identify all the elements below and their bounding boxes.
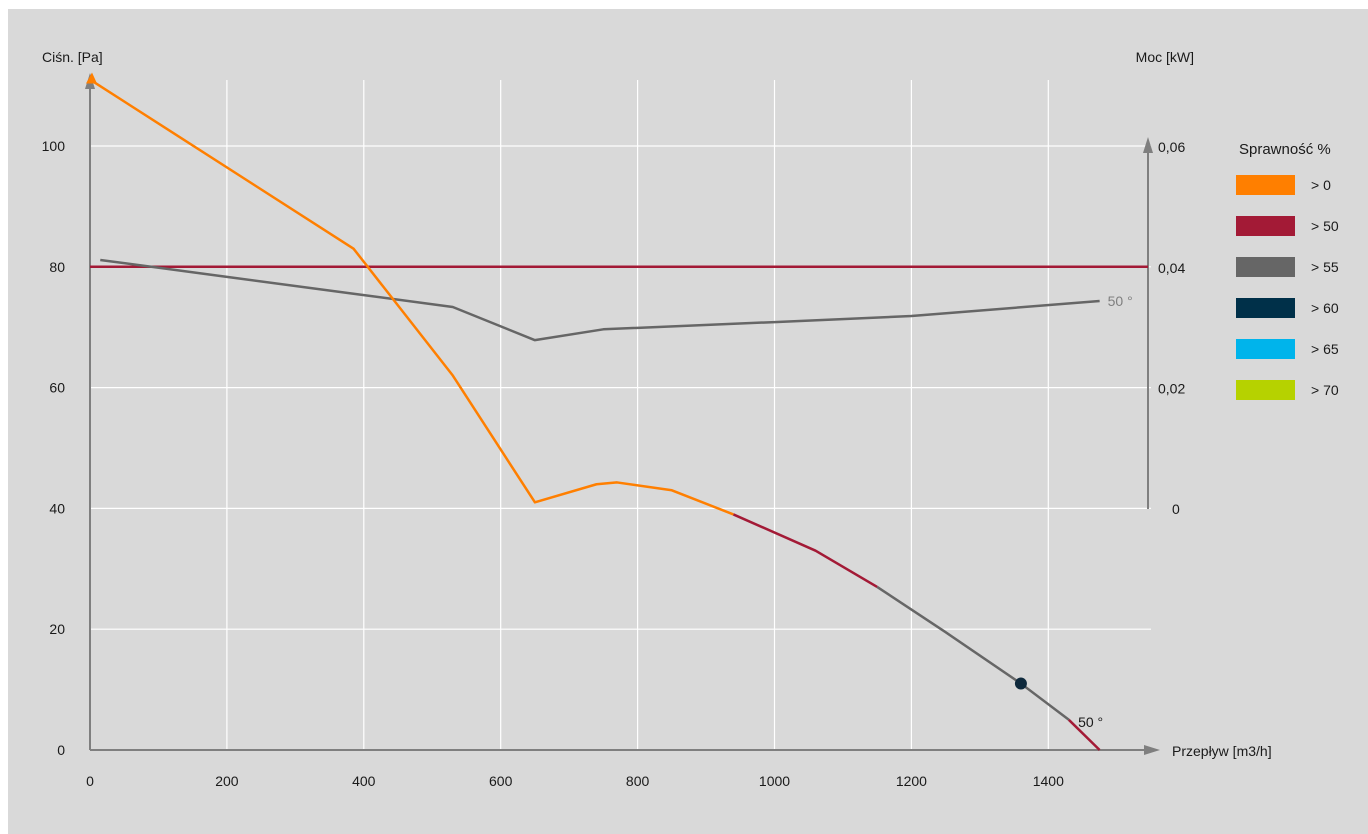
legend-label: > 65 <box>1311 341 1339 357</box>
pressure-curve-segment <box>89 78 734 516</box>
y-right-tick-label: 0 <box>1172 501 1180 517</box>
legend-swatch <box>1236 175 1295 195</box>
y-right-tick-label: 0,04 <box>1158 260 1185 276</box>
x-axis-arrow <box>1144 745 1160 755</box>
power-curve-line <box>100 258 1100 342</box>
y-axis-right-arrow <box>1143 137 1153 153</box>
legend-label: > 70 <box>1311 382 1339 398</box>
x-tick-label: 200 <box>215 773 239 789</box>
x-tick-label: 400 <box>352 773 376 789</box>
y-left-tick-label: 60 <box>49 380 65 396</box>
legend-label: > 50 <box>1311 218 1339 234</box>
y-right-tick-label: 0,06 <box>1158 139 1185 155</box>
x-axis-title: Przepływ [m3/h] <box>1172 743 1272 759</box>
y-left-tick-label: 0 <box>57 742 65 758</box>
x-tick-label: 1400 <box>1033 773 1064 789</box>
legend-swatch <box>1236 380 1295 400</box>
y-right-axis-title: Moc [kW] <box>1136 49 1194 65</box>
y-left-tick-label: 100 <box>42 138 66 154</box>
pressure-curve-segment <box>732 513 878 588</box>
legend-swatch <box>1236 216 1295 236</box>
x-tick-label: 600 <box>489 773 513 789</box>
legend-title: Sprawność % <box>1239 141 1331 158</box>
legend-label: > 0 <box>1311 177 1331 193</box>
legend-label: > 55 <box>1311 259 1339 275</box>
legend-swatch <box>1236 257 1295 277</box>
x-tick-label: 800 <box>626 773 650 789</box>
legend-swatch <box>1236 298 1295 318</box>
y-right-tick-label: 0,02 <box>1158 380 1185 396</box>
fan-performance-chart: 0 200 400 600 800 1000 1200 140002040608010000,… <box>42 49 1339 789</box>
chart-panel: 0 200 400 600 800 1000 1200 1400 0 20 40 60 80 100 0 0,… <box>8 9 1368 834</box>
x-tick-label: 1000 <box>759 773 790 789</box>
legend-swatch <box>1236 339 1295 359</box>
pressure-curve-label: 50 ° <box>1078 714 1103 730</box>
pressure-start-marker <box>86 72 97 84</box>
pressure-curve-segment <box>1067 718 1101 751</box>
power-curve-label: 50 ° <box>1108 293 1133 309</box>
y-left-tick-label: 40 <box>49 500 65 516</box>
x-tick-label: 0 <box>86 773 94 789</box>
legend-label: > 60 <box>1311 300 1339 316</box>
y-left-tick-label: 20 <box>49 621 65 637</box>
pressure-curve-segment <box>876 585 1070 721</box>
operating-point-marker <box>1014 677 1027 690</box>
x-tick-label: 1200 <box>896 773 927 789</box>
y-left-axis-title: Ciśn. [Pa] <box>42 49 103 65</box>
y-left-tick-label: 80 <box>49 259 65 275</box>
